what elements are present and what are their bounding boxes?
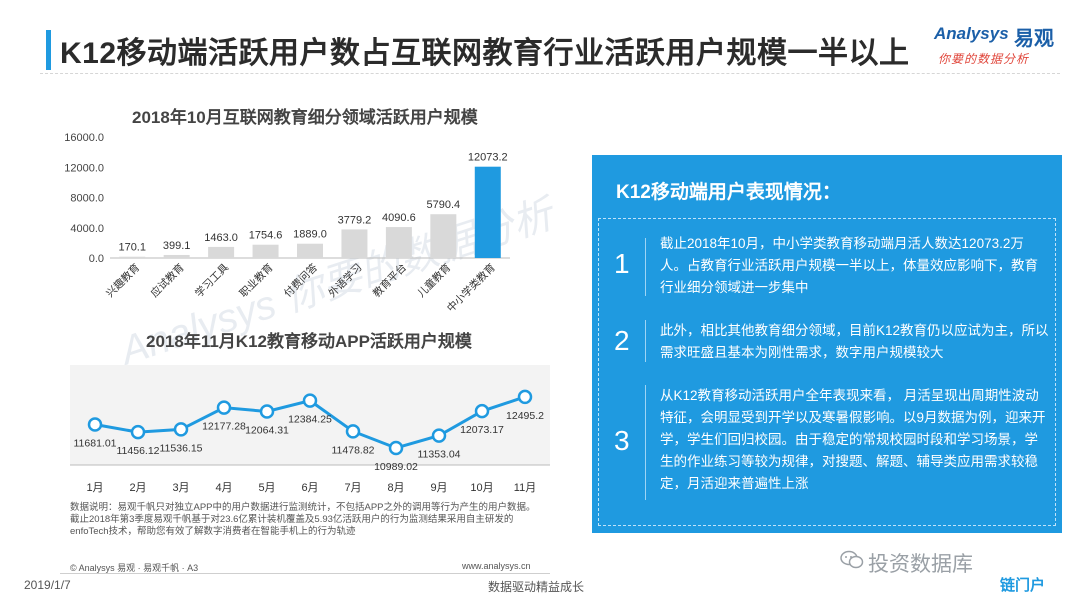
y-tick-label: 8000.0	[70, 193, 104, 205]
wechat-icon	[840, 550, 864, 569]
source-brand-label: 链门户	[1000, 577, 1046, 594]
bar	[119, 256, 146, 258]
point-value-label: 12064.31	[245, 424, 289, 436]
plot-area	[70, 365, 550, 465]
point-value-label: 11456.12	[116, 445, 159, 457]
logo-cn-text: 易观	[1014, 28, 1054, 50]
y-tick-label: 12000.0	[64, 162, 104, 174]
insight-panel-frame	[598, 218, 1056, 526]
point-value-label: 11353.04	[417, 449, 460, 461]
x-tick-label: 1月	[86, 482, 103, 494]
x-tick-label: 教育平台	[370, 261, 409, 300]
title-accent-bar	[46, 30, 51, 70]
y-tick-label: 16000.0	[64, 132, 104, 144]
data-point	[216, 400, 232, 415]
bar	[385, 227, 412, 258]
bar	[252, 244, 279, 258]
bar-value-label: 1754.6	[249, 230, 283, 242]
footer-copyright: © Analysys 易观 · 易观千帆 · A3	[70, 563, 199, 573]
footer-date: 2019/1/7	[24, 578, 71, 592]
x-tick-label: 7月	[344, 482, 361, 494]
data-point	[388, 440, 404, 456]
data-point	[431, 428, 447, 443]
footer-url[interactable]: www.analysys.cn	[462, 561, 531, 571]
bar	[341, 229, 368, 258]
bar	[297, 243, 323, 258]
data-point	[517, 389, 533, 405]
bar	[163, 254, 190, 258]
point-number-2: 2	[614, 325, 630, 356]
bar-chart-title: 2018年10月互联网教育细分领域活跃用户规模	[132, 108, 478, 127]
x-tick-label: 5月	[258, 482, 275, 494]
x-tick-label: 2月	[129, 482, 146, 494]
line-chart: 11681.01 1月 11456.12 2月 11536.15 3月 12177.28 4月…	[70, 365, 550, 494]
header-divider	[40, 73, 1060, 74]
point-divider-1	[645, 238, 646, 296]
footer-slogan: 数据驱动精益成长	[488, 580, 585, 594]
x-tick-label: 11月	[514, 482, 536, 494]
data-point	[87, 417, 103, 432]
bar-value-label: 5790.4	[427, 199, 461, 211]
point-value-label: 12384.25	[288, 414, 332, 426]
x-tick-label: 10月	[470, 482, 493, 494]
footer-divider	[60, 573, 550, 574]
x-tick-label: 6月	[301, 482, 318, 494]
bar-value-label: 1463.0	[204, 232, 238, 244]
analysys-logo: Analysys 易观 你要的数据分析	[934, 24, 1064, 74]
point-value-label: 12495.2	[506, 410, 544, 422]
page-title: K12移动端活跃用户数占互联网教育行业活跃用户规模一半以上	[60, 37, 910, 70]
y-tick-label: 0.0	[89, 253, 104, 265]
logo-en-text: Analysys	[934, 24, 1009, 43]
y-tick-label: 4000.0	[70, 223, 104, 235]
data-point	[259, 404, 275, 419]
x-tick-label: 应试教育	[148, 261, 187, 300]
point-value-label: 10989.02	[374, 461, 418, 473]
x-tick-label: 学习工具	[192, 261, 231, 300]
point-value-label: 11536.15	[159, 442, 202, 454]
x-tick-label: 兴趣教育	[103, 261, 142, 300]
x-tick-label: 外语学习	[326, 261, 365, 300]
bar-value-label: 4090.6	[382, 212, 416, 224]
x-tick-label: 职业教育	[237, 261, 276, 300]
bar-chart: 0.0 4000.0 8000.0 12000.0 16000.0 170.1 兴趣教育 39…	[64, 132, 510, 315]
source-wechat-label: 投资数据库	[868, 553, 973, 576]
data-point	[130, 424, 146, 440]
logo-tagline: 你要的数据分析	[938, 52, 1030, 66]
point-divider-2	[645, 320, 646, 362]
data-note: 数据说明：易观千帆只对独立APP中的用户数据进行监测统计，不包括APP之外的调用…	[70, 502, 536, 537]
x-tick-label: 4月	[215, 482, 232, 494]
data-point	[302, 393, 318, 408]
bar-value-label: 1889.0	[293, 229, 327, 241]
bar-value-label: 399.1	[163, 240, 191, 252]
point-divider-3	[645, 385, 646, 500]
point-value-label: 12073.17	[460, 424, 504, 436]
point-text-2: 此外，相比其他教育细分领域，目前K12教育仍以应试为主，所以需求旺盛且基本为刚性…	[660, 323, 1049, 360]
x-tick-label: 8月	[387, 482, 404, 494]
point-text-1: 截止2018年10月，中小学类教育移动端月活人数达12073.2万人。占教育行业…	[660, 236, 1038, 295]
x-tick-label: 付费问答	[281, 261, 320, 300]
data-point	[345, 424, 361, 439]
point-value-label: 11681.01	[73, 437, 116, 449]
bar-value-label: 3779.2	[338, 214, 372, 226]
data-point	[474, 403, 490, 419]
bar	[430, 214, 457, 258]
insight-panel-title: K12移动端用户表现情况：	[616, 182, 841, 203]
point-number-1: 1	[614, 248, 630, 279]
x-tick-label: 9月	[430, 482, 447, 494]
x-tick-label: 儿童教育	[415, 261, 454, 300]
data-point	[173, 422, 189, 437]
point-value-label: 11478.82	[331, 444, 374, 456]
x-tick-label: 3月	[172, 482, 189, 494]
bar	[474, 166, 501, 258]
bar-value-label: 170.1	[118, 242, 146, 254]
point-number-3: 3	[614, 425, 630, 456]
bar	[208, 246, 235, 258]
point-value-label: 12177.28	[202, 421, 246, 433]
line-chart-title: 2018年11月K12教育移动APP活跃用户规模	[146, 332, 472, 351]
point-text-3: 从K12教育移动活跃用户全年表现来看， 月活呈现出周期性波动特征，会明显受到开学…	[660, 388, 1046, 491]
bar-value-label: 12073.2	[468, 152, 508, 164]
